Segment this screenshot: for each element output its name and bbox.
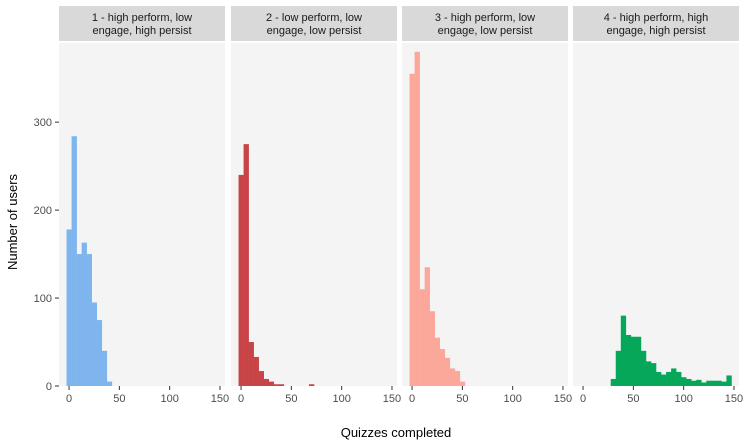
y-tick-label: 100 xyxy=(34,293,52,305)
facet-strip-label: engage, low persist xyxy=(267,25,362,37)
histogram-bar xyxy=(106,381,113,386)
facet-strip-label: 4 - high perform, high xyxy=(604,12,709,24)
histogram-bar xyxy=(253,356,259,386)
histogram-bar xyxy=(308,384,315,386)
histogram-bar xyxy=(419,289,425,386)
histogram-bar xyxy=(716,380,722,386)
facet-strip-label: 2 - low perform, low xyxy=(266,12,362,24)
y-tick-label: 0 xyxy=(46,381,52,393)
histogram-bar xyxy=(701,382,707,386)
histogram-bar xyxy=(268,381,275,386)
histogram-bar xyxy=(671,368,677,386)
histogram-bar xyxy=(449,368,456,386)
facet-strip-label: engage, low persist xyxy=(438,25,533,37)
y-axis-title: Number of users xyxy=(5,173,20,270)
histogram-bar xyxy=(635,336,642,386)
facet-strip-label: engage, high persist xyxy=(92,25,191,37)
histogram-bar xyxy=(610,378,617,386)
histogram-bar xyxy=(434,337,441,386)
histogram-bar xyxy=(650,363,657,386)
histogram-bar xyxy=(414,51,420,387)
histogram-bar xyxy=(681,377,687,386)
x-tick-label: 50 xyxy=(285,393,297,405)
x-tick-label: 50 xyxy=(113,393,125,405)
histogram-bar xyxy=(424,267,430,386)
histogram-bar xyxy=(726,375,732,386)
facet-strip-label: 1 - high perform, low xyxy=(92,12,192,24)
x-tick-label: 0 xyxy=(66,393,72,405)
x-tick-label: 150 xyxy=(383,393,401,405)
histogram-bar xyxy=(263,378,270,386)
x-tick-label: 100 xyxy=(674,393,692,405)
histogram-bar xyxy=(615,350,622,386)
histogram-bar xyxy=(278,384,285,386)
histogram-bar xyxy=(76,254,82,386)
histogram-bar xyxy=(101,350,108,386)
histogram-bar xyxy=(248,342,254,386)
histogram-bar xyxy=(721,381,727,386)
y-axis: 0 100 200 300 xyxy=(34,117,59,393)
x-tick-label: 0 xyxy=(409,393,415,405)
x-tick-label: 150 xyxy=(211,393,229,405)
facet-strip-label: engage, high persist xyxy=(606,25,705,37)
histogram-bar xyxy=(71,136,77,386)
histogram-bar xyxy=(273,384,280,386)
histogram-bar xyxy=(459,381,466,386)
x-tick-label: 150 xyxy=(554,393,572,405)
histogram-bar xyxy=(645,361,652,386)
x-tick-label: 50 xyxy=(456,393,468,405)
histogram-bar xyxy=(439,349,446,386)
panel-background xyxy=(231,43,397,386)
histogram-bar xyxy=(81,242,87,386)
facet-strip xyxy=(231,6,397,41)
histogram-bar xyxy=(656,371,662,386)
histogram-bar xyxy=(409,73,415,387)
facet-strip xyxy=(573,6,739,41)
facet-strip xyxy=(59,6,225,41)
histogram-bar xyxy=(86,254,92,386)
histogram-bar xyxy=(96,320,103,386)
x-tick-label: 100 xyxy=(160,393,178,405)
x-tick-label: 0 xyxy=(580,393,586,405)
histogram-bar xyxy=(676,371,682,386)
histogram-bar xyxy=(640,350,647,386)
facet-strip xyxy=(402,6,568,41)
x-tick-label: 50 xyxy=(627,393,639,405)
histogram-bar xyxy=(66,229,72,386)
x-tick-label: 150 xyxy=(725,393,743,405)
x-tick-label: 100 xyxy=(503,393,521,405)
histogram-bar xyxy=(686,378,692,386)
x-axis-title: Quizzes completed xyxy=(341,425,452,440)
histogram-bar xyxy=(429,311,435,386)
y-tick-label: 200 xyxy=(34,205,52,217)
y-tick-label: 300 xyxy=(34,117,52,129)
histogram-bar xyxy=(620,315,627,386)
histogram-bar xyxy=(91,302,98,386)
histogram-bar xyxy=(444,357,451,386)
histogram-bar xyxy=(661,374,667,386)
histogram-bar xyxy=(630,336,637,386)
panel-background xyxy=(573,43,739,386)
facet-strip-label: 3 - high perform, low xyxy=(435,12,535,24)
histogram-bar xyxy=(454,371,461,386)
histogram-bar xyxy=(625,334,632,386)
histogram-bar xyxy=(711,380,717,386)
histogram-bar xyxy=(691,380,697,386)
x-tick-label: 100 xyxy=(332,393,350,405)
histogram-bar xyxy=(696,379,702,386)
x-tick-label: 0 xyxy=(238,393,244,405)
histogram-bar xyxy=(666,371,672,386)
histogram-bar xyxy=(238,174,244,386)
histogram-bar xyxy=(243,144,249,386)
histogram-bar xyxy=(258,371,264,386)
histogram-bar xyxy=(706,380,712,386)
